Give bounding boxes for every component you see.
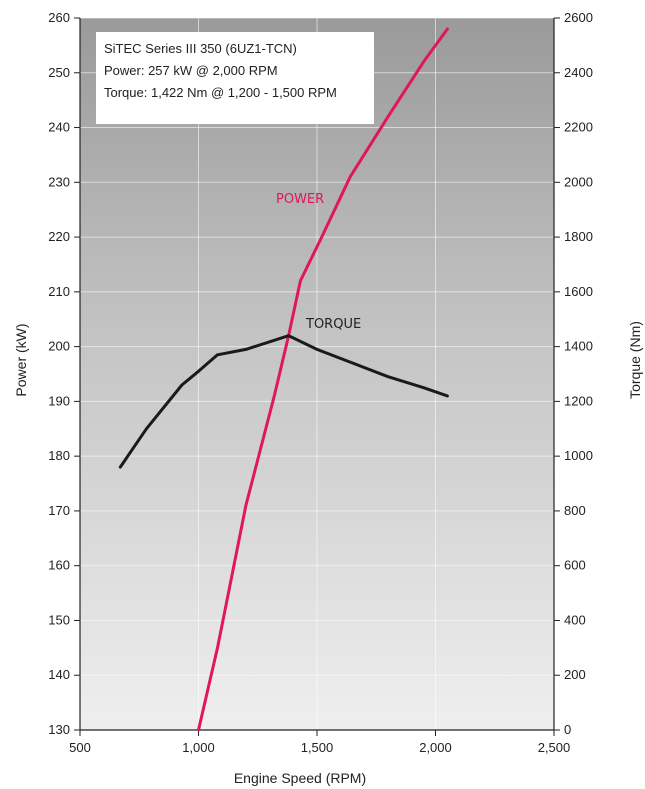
x-tick-label: 2,500	[538, 740, 571, 755]
power-series-label: POWER	[276, 192, 324, 207]
x-axis-title: Engine Speed (RPM)	[234, 770, 366, 786]
right-tick-label: 2400	[564, 65, 593, 80]
right-tick-label: 0	[564, 722, 571, 737]
left-axis-title: Power (kW)	[13, 323, 29, 396]
right-tick-label: 1400	[564, 339, 593, 354]
left-tick-label: 160	[48, 558, 70, 573]
left-tick-label: 190	[48, 393, 70, 408]
right-tick-label: 600	[564, 558, 586, 573]
right-axis-ticks: 0 200 400 600 800 1000 1200 1400 1600 1800 2000 220…	[554, 10, 593, 737]
torque-series-label: TORQUE	[305, 317, 361, 332]
x-tick-label: 1,000	[182, 740, 215, 755]
right-tick-label: 2000	[564, 174, 593, 189]
x-tick-label: 2,000	[419, 740, 452, 755]
left-tick-label: 210	[48, 284, 70, 299]
left-tick-label: 260	[48, 10, 70, 25]
right-tick-label: 1800	[564, 229, 593, 244]
right-tick-label: 1600	[564, 284, 593, 299]
left-tick-label: 180	[48, 448, 70, 463]
left-tick-label: 230	[48, 174, 70, 189]
left-tick-label: 170	[48, 503, 70, 518]
x-axis-ticks: 500 1,000 1,500 2,000 2,500	[69, 730, 570, 755]
right-axis-title: Torque (Nm)	[627, 321, 643, 399]
power-series-line	[197, 27, 449, 732]
left-axis-ticks: 130 140 150 160 170 180 190 200 210 220 230 240 250 2…	[48, 10, 80, 737]
info-line-torque: Torque: 1,422 Nm @ 1,200 - 1,500 RPM	[104, 85, 337, 100]
x-tick-label: 1,500	[301, 740, 334, 755]
right-tick-label: 800	[564, 503, 586, 518]
right-tick-label: 1200	[564, 393, 593, 408]
series-layer	[118, 27, 449, 732]
left-tick-label: 200	[48, 339, 70, 354]
info-line-model: SiTEC Series III 350 (6UZ1-TCN)	[104, 41, 297, 56]
right-tick-label: 200	[564, 667, 586, 682]
left-tick-label: 130	[48, 722, 70, 737]
right-tick-label: 2200	[564, 120, 593, 135]
info-line-power: Power: 257 kW @ 2,000 RPM	[104, 63, 278, 78]
torque-series-line	[118, 334, 449, 469]
left-tick-label: 220	[48, 229, 70, 244]
x-tick-label: 500	[69, 740, 91, 755]
right-tick-label: 400	[564, 612, 586, 627]
info-box	[96, 32, 374, 124]
left-tick-label: 140	[48, 667, 70, 682]
right-tick-label: 2600	[564, 10, 593, 25]
left-tick-label: 240	[48, 120, 70, 135]
right-tick-label: 1000	[564, 448, 593, 463]
left-tick-label: 150	[48, 612, 70, 627]
left-tick-label: 250	[48, 65, 70, 80]
